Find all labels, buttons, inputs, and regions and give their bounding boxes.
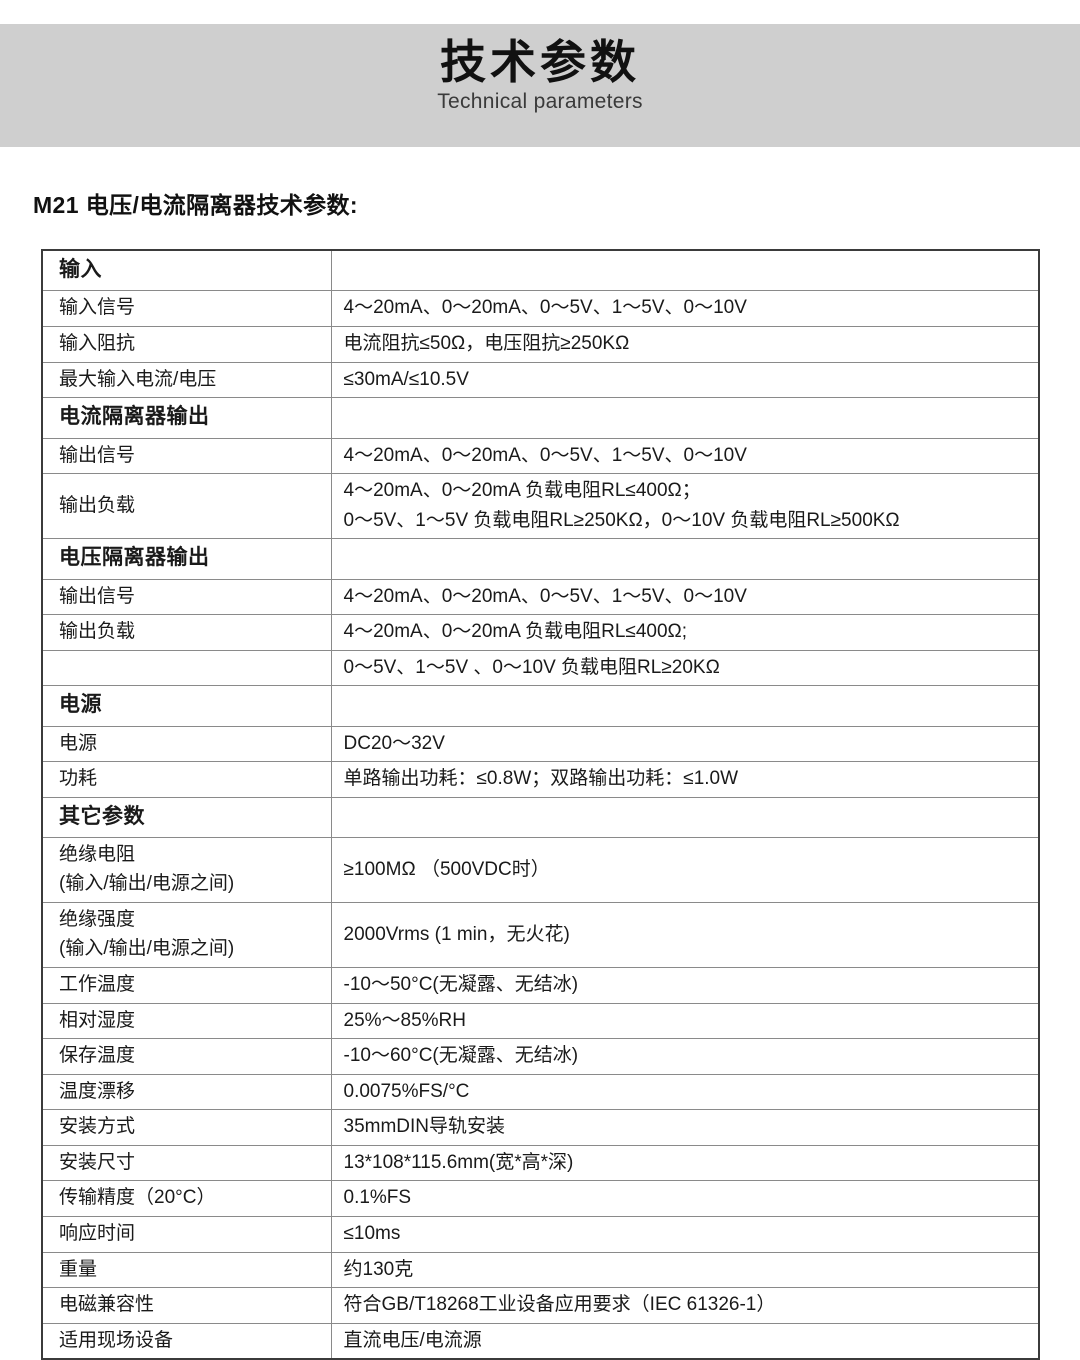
spec-value: -10～50°C(无凝露、无结冰) [330, 967, 1040, 1004]
spec-label: 响应时间 [41, 1216, 332, 1253]
spec-value: 4～20mA、0～20mA 负载电阻RL≤400Ω； 0～5V、1～5V 负载电阻… [330, 473, 1040, 540]
spec-value: ≤10ms [330, 1216, 1040, 1253]
spec-label: 电磁兼容性 [41, 1287, 332, 1324]
spec-section-label: 其它参数 [41, 796, 332, 839]
spec-label: 输出负载 [41, 473, 332, 540]
spec-value: ≤30mA/≤10.5V [330, 361, 1040, 399]
banner-subtitle: Technical parameters [437, 90, 643, 114]
spec-label: 保存温度 [41, 1038, 332, 1075]
spec-section-value [330, 538, 1040, 580]
spec-value: 电流阻抗≤50Ω，电压阻抗≥250KΩ [330, 325, 1040, 363]
spec-label: 电源 [41, 725, 332, 763]
specification-table: 输入 输入信号 4～20mA、0～20mA、0～5V、1～5V、0～10V 输入阻抗电… [41, 249, 1040, 1360]
table-section-row: 其它参数 [41, 796, 1040, 839]
spec-value: 2000Vrms (1 min，无火花) [330, 902, 1040, 969]
spec-value: 0～5V、1～5V 、0～10V 负载电阻RL≥20KΩ [330, 649, 1040, 687]
spec-section-value [330, 685, 1040, 727]
table-section-row: 输入 [41, 249, 1040, 292]
table-row: 温度漂移 0.0075%FS/°C [41, 1073, 1040, 1111]
table-row: 电源 DC20～32V [41, 725, 1040, 763]
table-row: 重量 约130克 [41, 1251, 1040, 1289]
spec-value: 4～20mA、0～20mA、0～5V、1～5V、0～10V [330, 290, 1040, 327]
spec-label: 安装尺寸 [41, 1144, 332, 1182]
spec-value: 单路输出功耗：≤0.8W；双路输出功耗：≤1.0W [330, 761, 1040, 798]
spec-label: 输出负载 [41, 614, 332, 651]
table-row: 安装尺寸 13*108*115.6mm(宽*高*深) [41, 1144, 1040, 1182]
banner-title: 技术参数 [440, 36, 640, 88]
spec-label: 输入信号 [41, 290, 332, 327]
spec-label: 绝缘强度 (输入/输出/电源之间) [41, 902, 332, 969]
spec-label [41, 649, 332, 687]
spec-value: 13*108*115.6mm(宽*高*深) [330, 1144, 1040, 1182]
table-row: 传输精度（20°C） 0.1%FS [41, 1180, 1040, 1218]
spec-value: 4～20mA、0～20mA、0～5V、1～5V、0～10V [330, 578, 1040, 616]
spec-section-value [330, 249, 1040, 292]
spec-label: 功耗 [41, 761, 332, 798]
table-row: 适用现场设备 直流电压/电流源 [41, 1322, 1040, 1360]
spec-section-value [330, 796, 1040, 839]
spec-value: 约130克 [330, 1251, 1040, 1289]
spec-value: 符合GB/T18268工业设备应用要求（IEC 61326-1） [330, 1287, 1040, 1324]
spec-label: 输出信号 [41, 437, 332, 475]
spec-label: 输出信号 [41, 578, 332, 616]
spec-label-line: 绝缘电阻 [59, 844, 136, 866]
table-row: 绝缘电阻 (输入/输出/电源之间) ≥100MΩ （500VDC时） [41, 837, 1040, 904]
table-section-row: 电流隔离器输出 [41, 397, 1040, 439]
table-row: 保存温度 -10～60°C(无凝露、无结冰) [41, 1038, 1040, 1075]
table-section-row: 电源 [41, 685, 1040, 727]
spec-label: 最大输入电流/电压 [41, 361, 332, 399]
spec-label: 安装方式 [41, 1109, 332, 1146]
spec-value: 4～20mA、0～20mA、0～5V、1～5V、0～10V [330, 437, 1040, 475]
table-row: 相对湿度 25%～85%RH [41, 1002, 1040, 1040]
table-row: 最大输入电流/电压 ≤30mA/≤10.5V [41, 361, 1040, 399]
table-row: 输入阻抗 电流阻抗≤50Ω，电压阻抗≥250KΩ [41, 325, 1040, 363]
spec-value-line: 4～20mA、0～20mA 负载电阻RL≤400Ω； [343, 480, 701, 502]
spec-label-line: (输入/输出/电源之间) [59, 872, 235, 894]
table-row: 响应时间 ≤10ms [41, 1216, 1040, 1253]
table-row: 工作温度 -10～50°C(无凝露、无结冰) [41, 967, 1040, 1004]
spec-label-line: (输入/输出/电源之间) [59, 937, 235, 959]
table-section-row: 电压隔离器输出 [41, 538, 1040, 580]
table-row: 0～5V、1～5V 、0～10V 负载电阻RL≥20KΩ [41, 649, 1040, 687]
spec-value-line: 0～5V、1～5V 负载电阻RL≥250KΩ，0～10V 负载电阻RL≥500K… [343, 509, 900, 531]
table-row: 功耗 单路输出功耗：≤0.8W；双路输出功耗：≤1.0W [41, 761, 1040, 798]
spec-label-line: 绝缘强度 [59, 909, 136, 931]
table-row: 输入信号 4～20mA、0～20mA、0～5V、1～5V、0～10V [41, 290, 1040, 327]
table-row: 输出信号 4～20mA、0～20mA、0～5V、1～5V、0～10V [41, 437, 1040, 475]
spec-value: 0.1%FS [330, 1180, 1040, 1218]
spec-label: 适用现场设备 [41, 1322, 332, 1360]
page-title: M21 电压/电流隔离器技术参数: [33, 192, 358, 218]
table-row: 输出负载 4～20mA、0～20mA 负载电阻RL≤400Ω; [41, 614, 1040, 651]
spec-value: 0.0075%FS/°C [330, 1073, 1040, 1111]
table-row: 安装方式 35mmDIN导轨安装 [41, 1109, 1040, 1146]
table-row: 绝缘强度 (输入/输出/电源之间) 2000Vrms (1 min，无火花) [41, 902, 1040, 969]
table-row: 电磁兼容性 符合GB/T18268工业设备应用要求（IEC 61326-1） [41, 1287, 1040, 1324]
spec-label: 传输精度（20°C） [41, 1180, 332, 1218]
spec-section-label: 电流隔离器输出 [41, 397, 332, 439]
spec-label: 温度漂移 [41, 1073, 332, 1111]
spec-value: 直流电压/电流源 [330, 1322, 1040, 1360]
spec-section-label: 输入 [41, 249, 332, 292]
spec-value: 35mmDIN导轨安装 [330, 1109, 1040, 1146]
spec-label: 重量 [41, 1251, 332, 1289]
spec-value: 25%～85%RH [330, 1002, 1040, 1040]
spec-value: 4～20mA、0～20mA 负载电阻RL≤400Ω; [330, 614, 1040, 651]
specification-table-body: 输入 输入信号 4～20mA、0～20mA、0～5V、1～5V、0～10V 输入阻抗电… [41, 249, 1040, 1360]
spec-label: 工作温度 [41, 967, 332, 1004]
spec-section-label: 电压隔离器输出 [41, 538, 332, 580]
table-row: 输出负载 4～20mA、0～20mA 负载电阻RL≤400Ω； 0～5V、1～5V … [41, 473, 1040, 540]
spec-section-label: 电源 [41, 685, 332, 727]
spec-label: 相对湿度 [41, 1002, 332, 1040]
page-banner: 技术参数 Technical parameters [0, 24, 1080, 147]
spec-section-value [330, 397, 1040, 439]
spec-value: DC20～32V [330, 725, 1040, 763]
spec-value: -10～60°C(无凝露、无结冰) [330, 1038, 1040, 1075]
spec-label: 绝缘电阻 (输入/输出/电源之间) [41, 837, 332, 904]
spec-label: 输入阻抗 [41, 325, 332, 363]
table-row: 输出信号 4～20mA、0～20mA、0～5V、1～5V、0～10V [41, 578, 1040, 616]
spec-value: ≥100MΩ （500VDC时） [330, 837, 1040, 904]
